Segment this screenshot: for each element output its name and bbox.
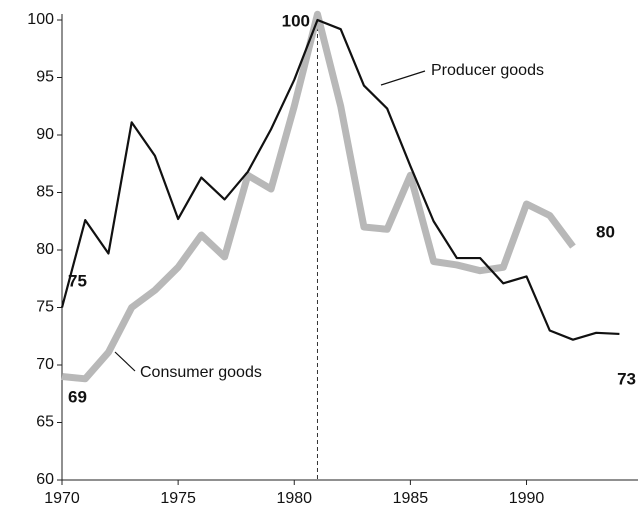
y-tick-label: 85 [36,184,54,201]
annotation: 80 [596,222,615,241]
x-tick-label: 1985 [393,490,429,507]
y-tick-label: 65 [36,414,54,431]
y-tick-label: 90 [36,126,54,143]
y-tick-label: 70 [36,356,54,373]
series-line [61,10,576,383]
leader-line [380,70,426,86]
y-tick-label: 75 [36,299,54,316]
y-tick-label: 60 [36,471,54,488]
annotation: 69 [68,387,87,406]
x-tick-label: 1990 [509,490,545,507]
series-label: Consumer goods [140,364,262,381]
annotation: 75 [68,271,87,290]
leader-line [114,351,136,372]
y-tick-label: 80 [36,241,54,258]
x-tick-label: 1970 [44,490,80,507]
y-tick-label: 100 [27,11,54,28]
x-tick-label: 1980 [276,490,312,507]
annotation: 100 [282,11,310,30]
annotation: 73 [617,369,636,388]
series-label: Producer goods [431,62,544,79]
y-tick-label: 95 [36,69,54,86]
x-tick-label: 1975 [160,490,196,507]
series-line [60,18,620,341]
